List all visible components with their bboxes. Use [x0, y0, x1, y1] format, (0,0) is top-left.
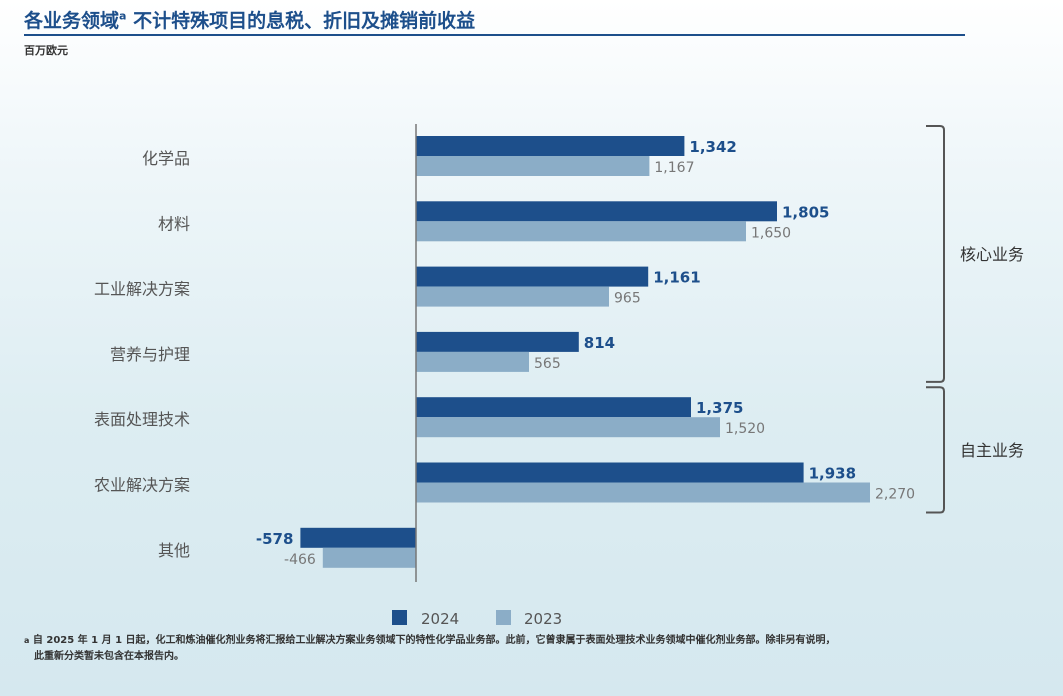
category-label: 材料	[158, 214, 190, 233]
data-label-2023: 1,650	[751, 225, 791, 241]
footnote-mark: a	[24, 636, 30, 645]
category-label: 工业解决方案	[94, 280, 190, 299]
footnote-line-1: 自 2025 年 1 月 1 日起，化工和炼油催化剂业务将汇报给工业解决方案业务…	[29, 635, 836, 646]
group-label: 核心业务	[960, 245, 1024, 264]
data-label-2023: 965	[614, 291, 641, 307]
group-bracket	[926, 125, 945, 383]
bar-2024	[416, 331, 579, 352]
bar-2023	[416, 221, 746, 242]
chart-title-footnote-mark: a	[119, 9, 127, 23]
data-label-2023: 1,520	[725, 421, 765, 437]
bar-2023	[416, 482, 870, 503]
data-label-2023: -466	[284, 552, 316, 568]
category-label: 营养与护理	[110, 345, 190, 364]
legend-label-2023: 2023	[524, 610, 563, 628]
data-label-2024: 1,161	[653, 269, 700, 287]
unit-label: 百万欧元	[24, 44, 68, 57]
bar-2024	[416, 136, 685, 156]
category-label: 化学品	[142, 149, 190, 168]
bar-2023	[416, 417, 720, 438]
bar-2023	[416, 156, 650, 176]
group-bracket	[926, 386, 945, 514]
data-label-2024: -578	[256, 530, 294, 548]
data-label-2024: 1,342	[689, 138, 736, 156]
footnote: a 自 2025 年 1 月 1 日起，化工和炼油催化剂业务将汇报给工业解决方案…	[24, 633, 1034, 665]
data-label-2023: 565	[534, 356, 561, 372]
legend-swatch-2024	[392, 610, 407, 625]
bar-2024	[300, 527, 416, 548]
bar-chart: 化学品 1,342 1,167 材料 1,805 1,650 工业解决方案 1,161 965 营…	[94, 124, 1024, 582]
bar-2023	[416, 286, 609, 307]
bar-2024	[416, 397, 691, 418]
data-label-2024: 814	[584, 334, 615, 352]
legend-label-2024: 2024	[421, 610, 460, 628]
bar-2024	[416, 201, 777, 222]
data-label-2024: 1,938	[809, 465, 856, 483]
footnote-line-2: 此重新分类暂未包含在本报告内。	[34, 651, 184, 662]
category-label: 表面处理技术	[94, 410, 190, 429]
chart-title-main: 各业务领域	[24, 10, 120, 32]
chart-title-rest: 不计特殊项目的息税、折旧及摊销前收益	[126, 10, 476, 32]
bar-2024	[416, 462, 804, 483]
category-label: 其他	[158, 541, 190, 560]
data-label-2023: 1,167	[654, 160, 694, 176]
data-label-2024: 1,375	[696, 399, 743, 417]
category-label: 农业解决方案	[94, 476, 190, 495]
data-label-2024: 1,805	[782, 203, 829, 221]
bar-2023	[322, 547, 416, 568]
bar-2023	[416, 351, 529, 372]
title-divider	[24, 34, 965, 36]
legend-swatch-2023	[496, 610, 511, 625]
group-label: 自主业务	[960, 441, 1024, 460]
bar-2024	[416, 266, 649, 287]
data-label-2023: 2,270	[875, 487, 915, 503]
chart-title: 各业务领域a 不计特殊项目的息税、折旧及摊销前收益	[24, 6, 475, 33]
